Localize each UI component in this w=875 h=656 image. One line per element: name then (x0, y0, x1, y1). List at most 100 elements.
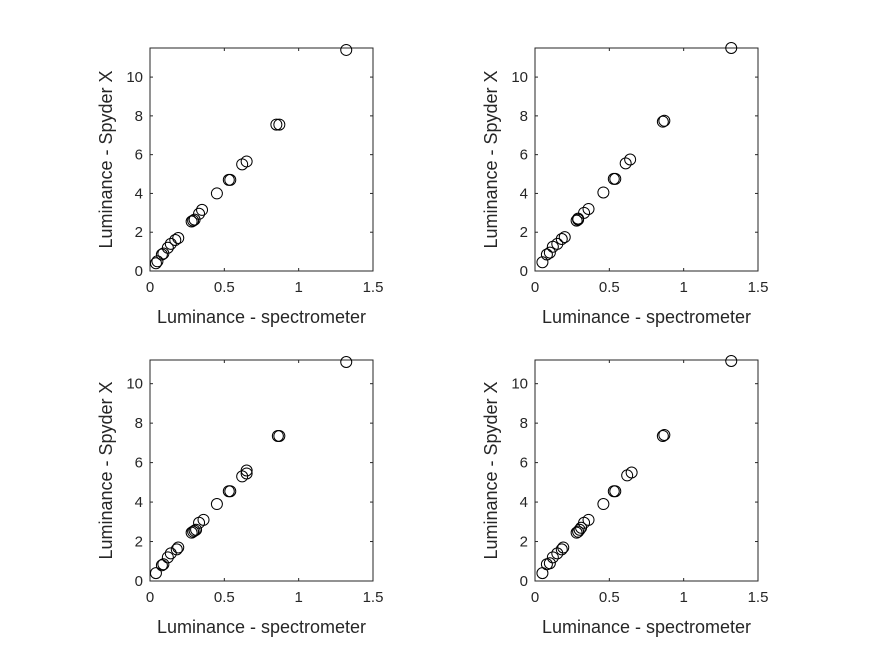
y-tick-label: 2 (520, 224, 528, 241)
data-point (609, 172, 622, 185)
axes-box (534, 359, 759, 582)
x-tick-label: 1.5 (363, 279, 384, 296)
data-point (187, 525, 200, 538)
data-point (185, 526, 198, 539)
data-point (570, 214, 583, 227)
y-axis-label: Luminance - Spyder X (96, 70, 116, 248)
y-tick-label: 0 (135, 573, 143, 590)
x-axis-label: Luminance - spectrometer (157, 307, 366, 327)
data-point (597, 186, 610, 199)
data-point (149, 567, 162, 580)
x-tick-label: 0 (531, 589, 539, 606)
y-tick-label: 10 (126, 376, 143, 393)
y-tick-label: 6 (135, 147, 143, 164)
axes-box (149, 359, 374, 582)
y-tick-label: 10 (511, 376, 528, 393)
data-point (224, 173, 237, 186)
x-tick-label: 1 (294, 589, 302, 606)
data-point (185, 215, 198, 228)
data-point (575, 521, 588, 534)
data-point (658, 428, 671, 441)
x-tick-label: 0.5 (599, 589, 620, 606)
axes-box (149, 47, 374, 272)
data-point (273, 118, 286, 131)
data-point (170, 543, 183, 556)
data-point (273, 429, 286, 442)
data-point (656, 115, 669, 128)
y-tick-label: 8 (520, 415, 528, 432)
data-point (196, 203, 209, 216)
x-tick-label: 0 (146, 279, 154, 296)
x-tick-label: 1.5 (748, 279, 769, 296)
data-point (619, 157, 632, 170)
data-point (624, 153, 637, 166)
x-tick-label: 0.5 (214, 589, 235, 606)
data-point (555, 543, 568, 556)
x-tick-label: 0 (531, 279, 539, 296)
y-tick-label: 0 (135, 263, 143, 280)
x-tick-label: 1 (679, 589, 687, 606)
data-point (656, 429, 669, 442)
data-point (151, 255, 164, 268)
data-point (572, 525, 585, 538)
data-point (573, 523, 586, 536)
data-point (340, 355, 353, 368)
axes-box (534, 47, 759, 272)
subplot-bottom-right: 0 0.5 1 1.5 0 2 4 6 8 10 Luminance - spectrometer L… (481, 354, 769, 637)
data-point (551, 547, 564, 560)
y-tick-label: 0 (520, 573, 528, 590)
x-axis-label: Luminance - spectrometer (157, 617, 366, 637)
data-point (161, 551, 174, 564)
y-tick-label: 2 (135, 224, 143, 241)
data-point (155, 248, 168, 261)
y-axis-label: Luminance - Spyder X (481, 70, 501, 248)
y-tick-label: 6 (520, 147, 528, 164)
x-tick-label: 1 (294, 279, 302, 296)
subplot-top-left: 0 0.5 1 1.5 0 2 4 6 8 10 Luminance - spectrometer L… (96, 43, 384, 327)
data-point (210, 187, 223, 200)
data-point (609, 485, 622, 498)
y-tick-label: 4 (520, 494, 528, 511)
y-tick-label: 6 (135, 455, 143, 472)
y-tick-label: 2 (135, 534, 143, 551)
x-tick-label: 0 (146, 589, 154, 606)
data-point (157, 558, 170, 571)
y-tick-label: 2 (520, 534, 528, 551)
data-point (187, 214, 200, 227)
y-tick-label: 10 (511, 69, 528, 86)
data-point (543, 246, 556, 259)
data-point (725, 354, 738, 367)
data-point (155, 559, 168, 572)
data-point (270, 118, 283, 131)
data-point (172, 232, 185, 245)
data-point (540, 248, 553, 261)
data-point (572, 213, 585, 226)
data-point (340, 43, 353, 56)
y-tick-label: 8 (520, 108, 528, 125)
x-tick-label: 1.5 (748, 589, 769, 606)
y-axis-label: Luminance - Spyder X (481, 381, 501, 559)
y-tick-label: 4 (135, 494, 143, 511)
data-point (546, 551, 559, 564)
data-point (188, 213, 201, 226)
data-point (240, 155, 253, 168)
data-point (188, 524, 201, 537)
x-axis-label: Luminance - spectrometer (542, 307, 751, 327)
y-tick-label: 4 (135, 185, 143, 202)
data-point (224, 485, 237, 498)
x-tick-label: 1.5 (363, 589, 384, 606)
data-point (149, 257, 162, 270)
data-point (164, 547, 177, 560)
x-axis-label: Luminance - spectrometer (542, 617, 751, 637)
y-tick-label: 8 (135, 108, 143, 125)
y-tick-label: 10 (126, 69, 143, 86)
x-tick-label: 0.5 (599, 279, 620, 296)
data-point (172, 541, 185, 554)
y-tick-label: 6 (520, 455, 528, 472)
y-tick-label: 0 (520, 263, 528, 280)
data-point (597, 498, 610, 511)
data-point (546, 240, 559, 253)
data-point (725, 42, 738, 54)
data-point (157, 247, 170, 260)
y-axis-label: Luminance - Spyder X (96, 381, 116, 559)
